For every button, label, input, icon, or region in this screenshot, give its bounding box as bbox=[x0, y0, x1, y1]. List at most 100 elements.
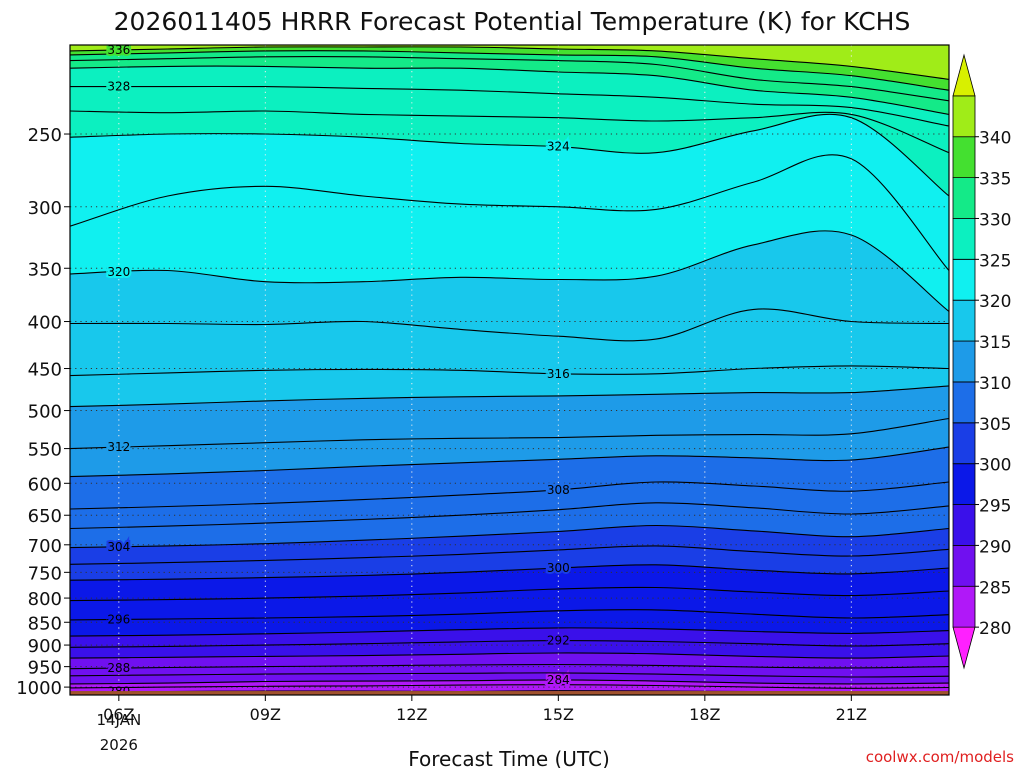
x-axis-label: Forecast Time (UTC) bbox=[408, 747, 610, 768]
colorbar-swatch-11 bbox=[952, 177, 976, 219]
contour-290 bbox=[70, 652, 949, 659]
contour-302 bbox=[70, 545, 949, 565]
y-tick-label-550: 550 bbox=[28, 440, 62, 461]
x-tick-label-06Z: 06Z bbox=[103, 705, 134, 724]
contour-326 bbox=[70, 110, 949, 154]
contour-324 bbox=[70, 113, 949, 197]
contour-316 bbox=[70, 365, 949, 377]
contour-320 bbox=[70, 230, 949, 313]
colorbar-label-295: 295 bbox=[979, 497, 1011, 517]
credit-text: coolwx.com/models bbox=[866, 748, 1014, 766]
colorbar-label-330: 330 bbox=[979, 210, 1011, 230]
y-tick-label-250: 250 bbox=[28, 125, 62, 146]
y-tick-label-750: 750 bbox=[28, 563, 62, 584]
contour-312 bbox=[70, 417, 949, 450]
y-tick-label-650: 650 bbox=[28, 506, 62, 527]
contour-334 bbox=[70, 50, 949, 91]
contour-label-284: 284 bbox=[547, 673, 570, 687]
colorbar-swatch-7 bbox=[952, 340, 976, 383]
x-tick-label-15Z: 15Z bbox=[543, 705, 574, 724]
colorbar-label-320: 320 bbox=[979, 292, 1011, 312]
contour-314 bbox=[70, 385, 949, 408]
plot-frame bbox=[69, 44, 950, 696]
colorbar-label-300: 300 bbox=[979, 456, 1011, 476]
time-axis: 06Z 09Z 12Z 15Z 18Z 21Z bbox=[103, 695, 867, 724]
y-tick-label-350: 350 bbox=[28, 259, 62, 280]
y-tick-label-850: 850 bbox=[28, 613, 62, 634]
colorbar-label-285: 285 bbox=[979, 578, 1011, 598]
y-tick-label-700: 700 bbox=[28, 536, 62, 557]
chart-title: 2026011405 HRRR Forecast Potential Tempe… bbox=[114, 7, 911, 36]
ground-layer bbox=[70, 691, 949, 695]
contour-288 bbox=[70, 663, 949, 670]
colorbar-label-335: 335 bbox=[979, 170, 1011, 190]
contour-298 bbox=[70, 586, 949, 602]
contour-label-320: 320 bbox=[107, 265, 130, 279]
ground-fill bbox=[70, 691, 949, 695]
contour-294 bbox=[70, 627, 949, 637]
colorbar-swatch-10 bbox=[952, 218, 976, 260]
colorbar-label-325: 325 bbox=[979, 251, 1011, 271]
colorbar-swatch-0 bbox=[952, 626, 976, 670]
pressure-axis: 250 300 350 400 450 500 550 600 650 700 750 800 850 9… bbox=[16, 125, 70, 699]
contour-label-304: 304 bbox=[107, 540, 130, 554]
contour-label-312: 312 bbox=[107, 440, 130, 454]
colorbar-label-340: 340 bbox=[979, 129, 1011, 149]
y-tick-label-500: 500 bbox=[28, 402, 62, 423]
y-tick-label-950: 950 bbox=[28, 658, 62, 679]
x-tick-label-12Z: 12Z bbox=[396, 705, 427, 724]
contour-296 bbox=[70, 609, 949, 621]
contour-310 bbox=[70, 446, 949, 478]
y-tick-label-400: 400 bbox=[28, 313, 62, 334]
y-tick-label-800: 800 bbox=[28, 589, 62, 610]
y-tick-label-450: 450 bbox=[28, 360, 62, 381]
contour-label-336: 336 bbox=[107, 43, 130, 57]
contour-336 bbox=[70, 46, 949, 80]
colorbar-label-280: 280 bbox=[979, 619, 1011, 639]
colorbar-swatch-5 bbox=[952, 422, 976, 465]
contour-300 bbox=[70, 564, 949, 581]
contour-label-308: 308 bbox=[547, 483, 570, 497]
y-tick-label-1000: 1000 bbox=[16, 678, 62, 699]
contour-286 bbox=[70, 672, 949, 678]
colorbar-swatch-8 bbox=[952, 299, 976, 342]
y-tick-label-300: 300 bbox=[28, 198, 62, 219]
x-tick-label-21Z: 21Z bbox=[836, 705, 867, 724]
contour-label-300: 300 bbox=[547, 561, 570, 575]
x-date-line2: 2026 bbox=[100, 736, 138, 754]
y-tick-label-600: 600 bbox=[28, 474, 62, 495]
colorbar-swatch-4 bbox=[952, 463, 976, 505]
colorbar-swatch-13 bbox=[952, 95, 976, 138]
colorbar-label-290: 290 bbox=[979, 537, 1011, 557]
colorbar-swatch-1 bbox=[952, 585, 976, 628]
contour-328 bbox=[70, 85, 949, 127]
contour-label-288: 288 bbox=[107, 661, 130, 675]
colorbar-swatch-3 bbox=[952, 504, 976, 546]
colorbar: 280 285 290 295 300 305 310 315 320 325 330 335 340 bbox=[952, 53, 1011, 670]
contour-label-328: 328 bbox=[107, 80, 130, 94]
colorbar-swatch-9 bbox=[952, 258, 976, 301]
theta-fills bbox=[70, 45, 949, 695]
colorbar-label-315: 315 bbox=[979, 333, 1011, 353]
contour-304 bbox=[70, 524, 949, 549]
contour-label-324: 324 bbox=[547, 140, 570, 154]
x-date-line1: 14JAN bbox=[96, 711, 141, 729]
contour-284 bbox=[70, 679, 949, 685]
colorbar-swatch-2 bbox=[952, 545, 976, 587]
colorbar-label-305: 305 bbox=[979, 415, 1011, 435]
contour-330 bbox=[70, 65, 949, 115]
contour-label-296: 296 bbox=[107, 612, 130, 626]
contour-318 bbox=[70, 308, 949, 342]
contour-label-292: 292 bbox=[547, 634, 570, 648]
theta-contours: 2802842882922963003043083123163203243283… bbox=[70, 43, 949, 695]
contour-306 bbox=[70, 502, 949, 530]
contour-308 bbox=[70, 481, 949, 510]
contour-332 bbox=[70, 56, 949, 102]
x-tick-label-18Z: 18Z bbox=[689, 705, 720, 724]
contour-label-316: 316 bbox=[547, 367, 570, 381]
contour-282 bbox=[70, 684, 949, 689]
x-tick-label-09Z: 09Z bbox=[250, 705, 281, 724]
colorbar-swatch-14 bbox=[952, 53, 976, 97]
